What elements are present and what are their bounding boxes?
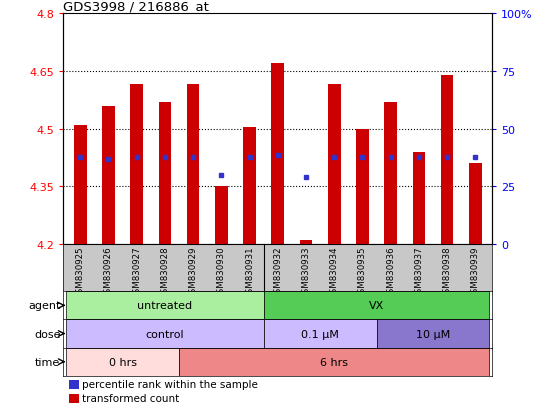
Text: agent: agent	[28, 301, 60, 311]
Text: percentile rank within the sample: percentile rank within the sample	[82, 380, 258, 389]
Bar	[469, 164, 482, 244]
Bar	[102, 106, 115, 244]
Text: time: time	[35, 357, 60, 367]
Text: 0 hrs: 0 hrs	[108, 357, 136, 367]
Bar	[263, 292, 490, 320]
Bar	[66, 320, 263, 348]
Bar	[243, 127, 256, 244]
Bar	[263, 320, 377, 348]
Text: GSM830936: GSM830936	[386, 245, 395, 298]
Bar	[66, 292, 263, 320]
Text: 0.1 μM: 0.1 μM	[301, 329, 339, 339]
Text: GSM830933: GSM830933	[301, 245, 310, 298]
Text: GSM830934: GSM830934	[329, 245, 339, 298]
Bar	[66, 348, 179, 376]
Text: 10 μM: 10 μM	[416, 329, 450, 339]
Text: dose: dose	[34, 329, 60, 339]
Text: GSM830935: GSM830935	[358, 245, 367, 298]
Text: GSM830930: GSM830930	[217, 245, 226, 298]
Text: control: control	[146, 329, 184, 339]
Text: GSM830932: GSM830932	[273, 245, 282, 298]
Text: GSM830926: GSM830926	[104, 245, 113, 298]
Bar	[384, 102, 397, 244]
Bar	[187, 85, 200, 244]
Text: GSM830938: GSM830938	[443, 245, 452, 298]
Bar	[441, 76, 453, 244]
Bar	[300, 240, 312, 244]
Text: GSM830927: GSM830927	[132, 245, 141, 298]
Text: GSM830937: GSM830937	[414, 245, 424, 298]
Text: transformed count: transformed count	[82, 393, 180, 403]
Bar	[158, 102, 171, 244]
Bar	[328, 85, 340, 244]
Text: GDS3998 / 216886_at: GDS3998 / 216886_at	[63, 0, 209, 13]
Bar	[179, 348, 489, 376]
Text: GSM830929: GSM830929	[189, 245, 197, 298]
Bar	[377, 320, 490, 348]
Text: GSM830925: GSM830925	[76, 245, 85, 298]
Bar	[271, 64, 284, 244]
Text: GSM830939: GSM830939	[471, 245, 480, 298]
Text: 6 hrs: 6 hrs	[320, 357, 348, 367]
Text: VX: VX	[369, 301, 384, 311]
Bar	[215, 187, 228, 244]
Bar	[130, 85, 143, 244]
Text: GSM830928: GSM830928	[161, 245, 169, 298]
Bar	[356, 129, 369, 244]
Bar	[412, 152, 425, 244]
Bar	[74, 126, 86, 244]
Text: untreated: untreated	[138, 301, 192, 311]
Text: GSM830931: GSM830931	[245, 245, 254, 298]
